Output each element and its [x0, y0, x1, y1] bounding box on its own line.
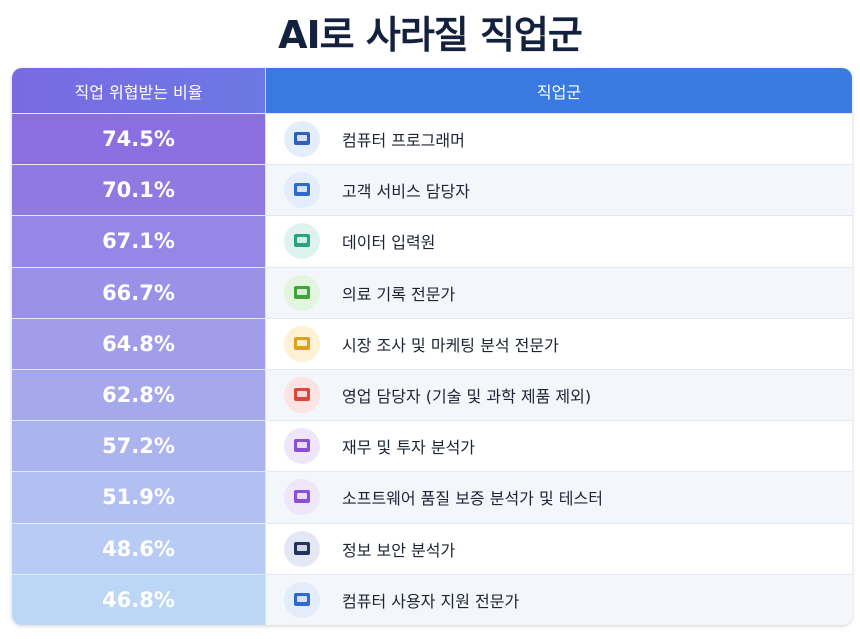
job-name: 재무 및 투자 분석가 — [342, 438, 476, 458]
rate-cell: 74.5% — [12, 114, 265, 165]
rate-cell: 46.8% — [12, 574, 265, 625]
rate-cell: 51.9% — [12, 472, 265, 523]
rate-cell: 70.1% — [12, 165, 265, 216]
header-row: 직업 위협받는 비율 직업군 — [12, 68, 852, 113]
table-row: 62.8% 영업 담당자 (기술 및 과학 제품 제외) — [12, 368, 852, 421]
rate-cell: 62.8% — [12, 369, 265, 421]
job-name: 컴퓨터 사용자 지원 전문가 — [342, 591, 520, 611]
job-cell: 소프트웨어 품질 보증 분석가 및 테스터 — [265, 472, 852, 523]
job-icon — [284, 479, 320, 516]
job-cell: 컴퓨터 프로그래머 — [265, 114, 852, 165]
job-icon — [284, 377, 320, 414]
rate-cell: 66.7% — [12, 267, 265, 318]
table-row: 74.5% 컴퓨터 프로그래머 — [12, 113, 852, 165]
job-name: 데이터 입력원 — [342, 233, 436, 253]
rate-cell: 64.8% — [12, 318, 265, 369]
job-cell: 컴퓨터 사용자 지원 전문가 — [265, 574, 852, 625]
job-name: 시장 조사 및 마케팅 분석 전문가 — [342, 335, 559, 355]
job-cell: 고객 서비스 담당자 — [265, 165, 852, 216]
table-row: 57.2% 재무 및 투자 분석가 — [12, 420, 852, 472]
job-icon — [284, 530, 320, 567]
table-row: 48.6% 정보 보안 분석가 — [12, 522, 852, 574]
table-row: 46.8% 컴퓨터 사용자 지원 전문가 — [12, 573, 852, 625]
job-name: 영업 담당자 (기술 및 과학 제품 제외) — [342, 387, 592, 407]
rate-cell: 48.6% — [12, 523, 265, 574]
job-cell: 시장 조사 및 마케팅 분석 전문가 — [265, 318, 852, 369]
job-cell: 영업 담당자 (기술 및 과학 제품 제외) — [265, 369, 852, 421]
rate-cell: 67.1% — [12, 216, 265, 267]
job-icon — [284, 274, 320, 311]
table-row: 66.7% 의료 기록 전문가 — [12, 266, 852, 318]
job-name: 정보 보안 분석가 — [342, 540, 456, 560]
header-cell: 직업 위협받는 비율 — [12, 68, 265, 113]
job-name: 고객 서비스 담당자 — [342, 182, 470, 202]
job-icon — [284, 121, 320, 158]
table-row: 64.8% 시장 조사 및 마케팅 분석 전문가 — [12, 317, 852, 369]
job-cell: 재무 및 투자 분석가 — [265, 421, 852, 472]
title: AI로 사라질 직업군 — [278, 13, 583, 57]
job-cell: 데이터 입력원 — [265, 216, 852, 267]
job-name: 소프트웨어 품질 보증 분석가 및 테스터 — [342, 489, 603, 509]
header-cell: 직업군 — [265, 68, 852, 113]
job-icon — [284, 581, 320, 618]
job-name: 컴퓨터 프로그래머 — [342, 131, 465, 151]
job-name: 의료 기록 전문가 — [342, 284, 456, 304]
job-cell: 정보 보안 분석가 — [265, 523, 852, 574]
job-icon — [284, 223, 320, 260]
table-row: 67.1% 데이터 입력원 — [12, 215, 852, 267]
job-icon — [284, 428, 320, 465]
table: 직업 위협받는 비율 직업군 74.5% 컴퓨터 프로그래머 70.1% 고객 서비스… — [12, 68, 852, 625]
table-row: 51.9% 소프트웨어 품질 보증 분석가 및 테스터 — [12, 471, 852, 523]
table-row: 70.1% 고객 서비스 담당자 — [12, 164, 852, 216]
rate-cell: 57.2% — [12, 421, 265, 472]
job-cell: 의료 기록 전문가 — [265, 267, 852, 318]
job-icon — [284, 325, 320, 362]
job-icon — [284, 172, 320, 209]
